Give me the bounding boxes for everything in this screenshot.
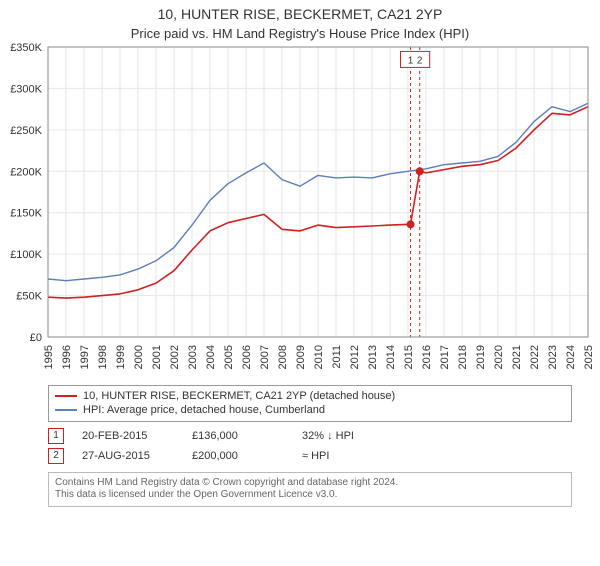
- svg-text:2012: 2012: [349, 345, 361, 369]
- svg-text:2025: 2025: [583, 345, 595, 369]
- svg-text:£150K: £150K: [10, 208, 42, 220]
- svg-text:2021: 2021: [511, 345, 523, 369]
- svg-text:1995: 1995: [43, 345, 55, 369]
- svg-text:£200K: £200K: [10, 166, 42, 178]
- svg-text:2001: 2001: [151, 345, 163, 369]
- legend-row: 10, HUNTER RISE, BECKERMET, CA21 2YP (de…: [55, 389, 565, 403]
- legend-swatch: [55, 395, 77, 397]
- svg-text:2022: 2022: [529, 345, 541, 369]
- sale-marker: 2: [48, 448, 64, 464]
- svg-text:2: 2: [417, 55, 423, 66]
- svg-text:2014: 2014: [385, 345, 397, 369]
- svg-text:2000: 2000: [133, 345, 145, 369]
- svg-text:2024: 2024: [565, 345, 577, 369]
- attribution-line: This data is licensed under the Open Gov…: [55, 489, 565, 502]
- svg-text:2015: 2015: [403, 345, 415, 369]
- svg-text:1999: 1999: [115, 345, 127, 369]
- svg-text:2013: 2013: [367, 345, 379, 369]
- svg-text:£250K: £250K: [10, 125, 42, 137]
- legend: 10, HUNTER RISE, BECKERMET, CA21 2YP (de…: [48, 385, 572, 422]
- sale-price: £136,000: [192, 430, 284, 442]
- svg-text:2019: 2019: [475, 345, 487, 369]
- svg-text:1996: 1996: [61, 345, 73, 369]
- attribution-line: Contains HM Land Registry data © Crown c…: [55, 477, 565, 490]
- svg-text:1: 1: [408, 55, 414, 66]
- svg-text:2008: 2008: [277, 345, 289, 369]
- sales-table: 1 20-FEB-2015 £136,000 32% ↓ HPI 2 27-AU…: [48, 426, 572, 466]
- svg-text:2002: 2002: [169, 345, 181, 369]
- svg-text:2017: 2017: [439, 345, 451, 369]
- sale-price: £200,000: [192, 450, 284, 462]
- page-title: 10, HUNTER RISE, BECKERMET, CA21 2YP: [0, 6, 600, 22]
- svg-text:2010: 2010: [313, 345, 325, 369]
- legend-row: HPI: Average price, detached house, Cumb…: [55, 403, 565, 417]
- attribution: Contains HM Land Registry data © Crown c…: [48, 472, 572, 507]
- svg-text:£350K: £350K: [10, 42, 42, 54]
- svg-text:£100K: £100K: [10, 249, 42, 261]
- svg-text:£0: £0: [30, 332, 42, 344]
- svg-text:2006: 2006: [241, 345, 253, 369]
- sale-date: 20-FEB-2015: [82, 430, 174, 442]
- legend-label: HPI: Average price, detached house, Cumb…: [83, 403, 325, 417]
- svg-text:2016: 2016: [421, 345, 433, 369]
- svg-text:2007: 2007: [259, 345, 271, 369]
- page-subtitle: Price paid vs. HM Land Registry's House …: [0, 26, 600, 41]
- sale-vs-hpi: ≈ HPI: [302, 450, 394, 462]
- svg-text:2009: 2009: [295, 345, 307, 369]
- legend-label: 10, HUNTER RISE, BECKERMET, CA21 2YP (de…: [83, 389, 395, 403]
- table-row: 2 27-AUG-2015 £200,000 ≈ HPI: [48, 446, 572, 466]
- svg-text:2004: 2004: [205, 345, 217, 369]
- sale-date: 27-AUG-2015: [82, 450, 174, 462]
- table-row: 1 20-FEB-2015 £136,000 32% ↓ HPI: [48, 426, 572, 446]
- svg-text:1997: 1997: [79, 345, 91, 369]
- svg-text:2003: 2003: [187, 345, 199, 369]
- legend-swatch: [55, 409, 77, 411]
- svg-text:1998: 1998: [97, 345, 109, 369]
- svg-text:2011: 2011: [331, 345, 343, 369]
- price-chart: 12 £0£50K£100K£150K£200K£250K£300K£350K …: [0, 41, 600, 381]
- svg-text:2023: 2023: [547, 345, 559, 369]
- svg-text:£50K: £50K: [16, 291, 42, 303]
- svg-text:2020: 2020: [493, 345, 505, 369]
- svg-text:2005: 2005: [223, 345, 235, 369]
- sale-vs-hpi: 32% ↓ HPI: [302, 430, 394, 442]
- svg-text:2018: 2018: [457, 345, 469, 369]
- sale-marker: 1: [48, 428, 64, 444]
- svg-text:£300K: £300K: [10, 83, 42, 95]
